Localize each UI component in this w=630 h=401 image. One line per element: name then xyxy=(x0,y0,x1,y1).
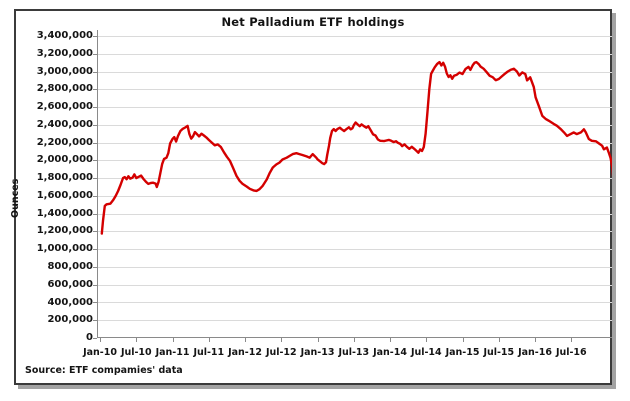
y-tick-label: 2,800,000 xyxy=(36,83,93,95)
x-tick-label: Jan-14 xyxy=(373,347,407,358)
x-tick-label: Jul-10 xyxy=(120,347,152,358)
x-tick-label: Jan-15 xyxy=(445,347,480,358)
x-tick-label: Jan-10 xyxy=(83,347,117,358)
y-tick-label: 1,800,000 xyxy=(36,172,93,184)
line-chart-svg xyxy=(93,30,612,342)
y-tick-label: 2,200,000 xyxy=(36,136,93,148)
y-tick-label: 0 xyxy=(86,332,93,343)
y-tick-label: 1,400,000 xyxy=(36,207,93,219)
x-tick-label: Jan-12 xyxy=(228,347,262,358)
x-axis-tick-labels: Jan-10 Jul-10 Jan-11 Jul-11 Jan-12 Jul-12 Jan-… xyxy=(83,347,612,361)
y-tick-label: 3,200,000 xyxy=(36,47,93,59)
y-tick-label: 800,000 xyxy=(47,260,93,272)
chart-title: Net Palladium ETF holdings xyxy=(221,15,405,29)
holdings-line-series xyxy=(100,60,612,235)
x-tick-label: Jan-11 xyxy=(155,347,190,358)
x-tick-label: Jan-13 xyxy=(300,347,335,358)
x-tick-label: Jul-11 xyxy=(193,347,225,358)
y-tick-label: 1,000,000 xyxy=(36,243,93,255)
x-tick-label: Jan-16 xyxy=(518,347,552,358)
y-tick-label: 2,400,000 xyxy=(36,118,93,130)
chart-frame: Net Palladium ETF holdings Ounces 3,400,… xyxy=(10,9,612,385)
y-tick-label: 200,000 xyxy=(47,314,93,326)
x-tick-label: Jul-16 xyxy=(555,347,587,358)
y-tick-label: 3,000,000 xyxy=(36,65,93,77)
y-axis-tick-labels: 3,400,000 3,200,000 3,000,000 2,800,000 2,60… xyxy=(16,30,95,343)
y-tick-label: 2,600,000 xyxy=(36,101,93,113)
plot-area xyxy=(93,30,612,342)
x-tick-label: Jul-12 xyxy=(265,347,297,358)
source-note: Source: ETF compamies' data xyxy=(25,365,183,376)
x-tick-label: Jul-14 xyxy=(410,347,442,358)
y-tick-label: 600,000 xyxy=(47,278,93,290)
y-tick-label: 1,600,000 xyxy=(36,189,93,201)
y-tick-label: 1,200,000 xyxy=(36,225,93,237)
y-tick-label: 400,000 xyxy=(47,296,93,308)
x-tick-label: Jul-13 xyxy=(338,347,370,358)
y-tick-label: 2,000,000 xyxy=(36,154,93,166)
y-tick-label: 3,400,000 xyxy=(36,30,93,41)
x-tick-label: Jul-15 xyxy=(483,347,515,358)
